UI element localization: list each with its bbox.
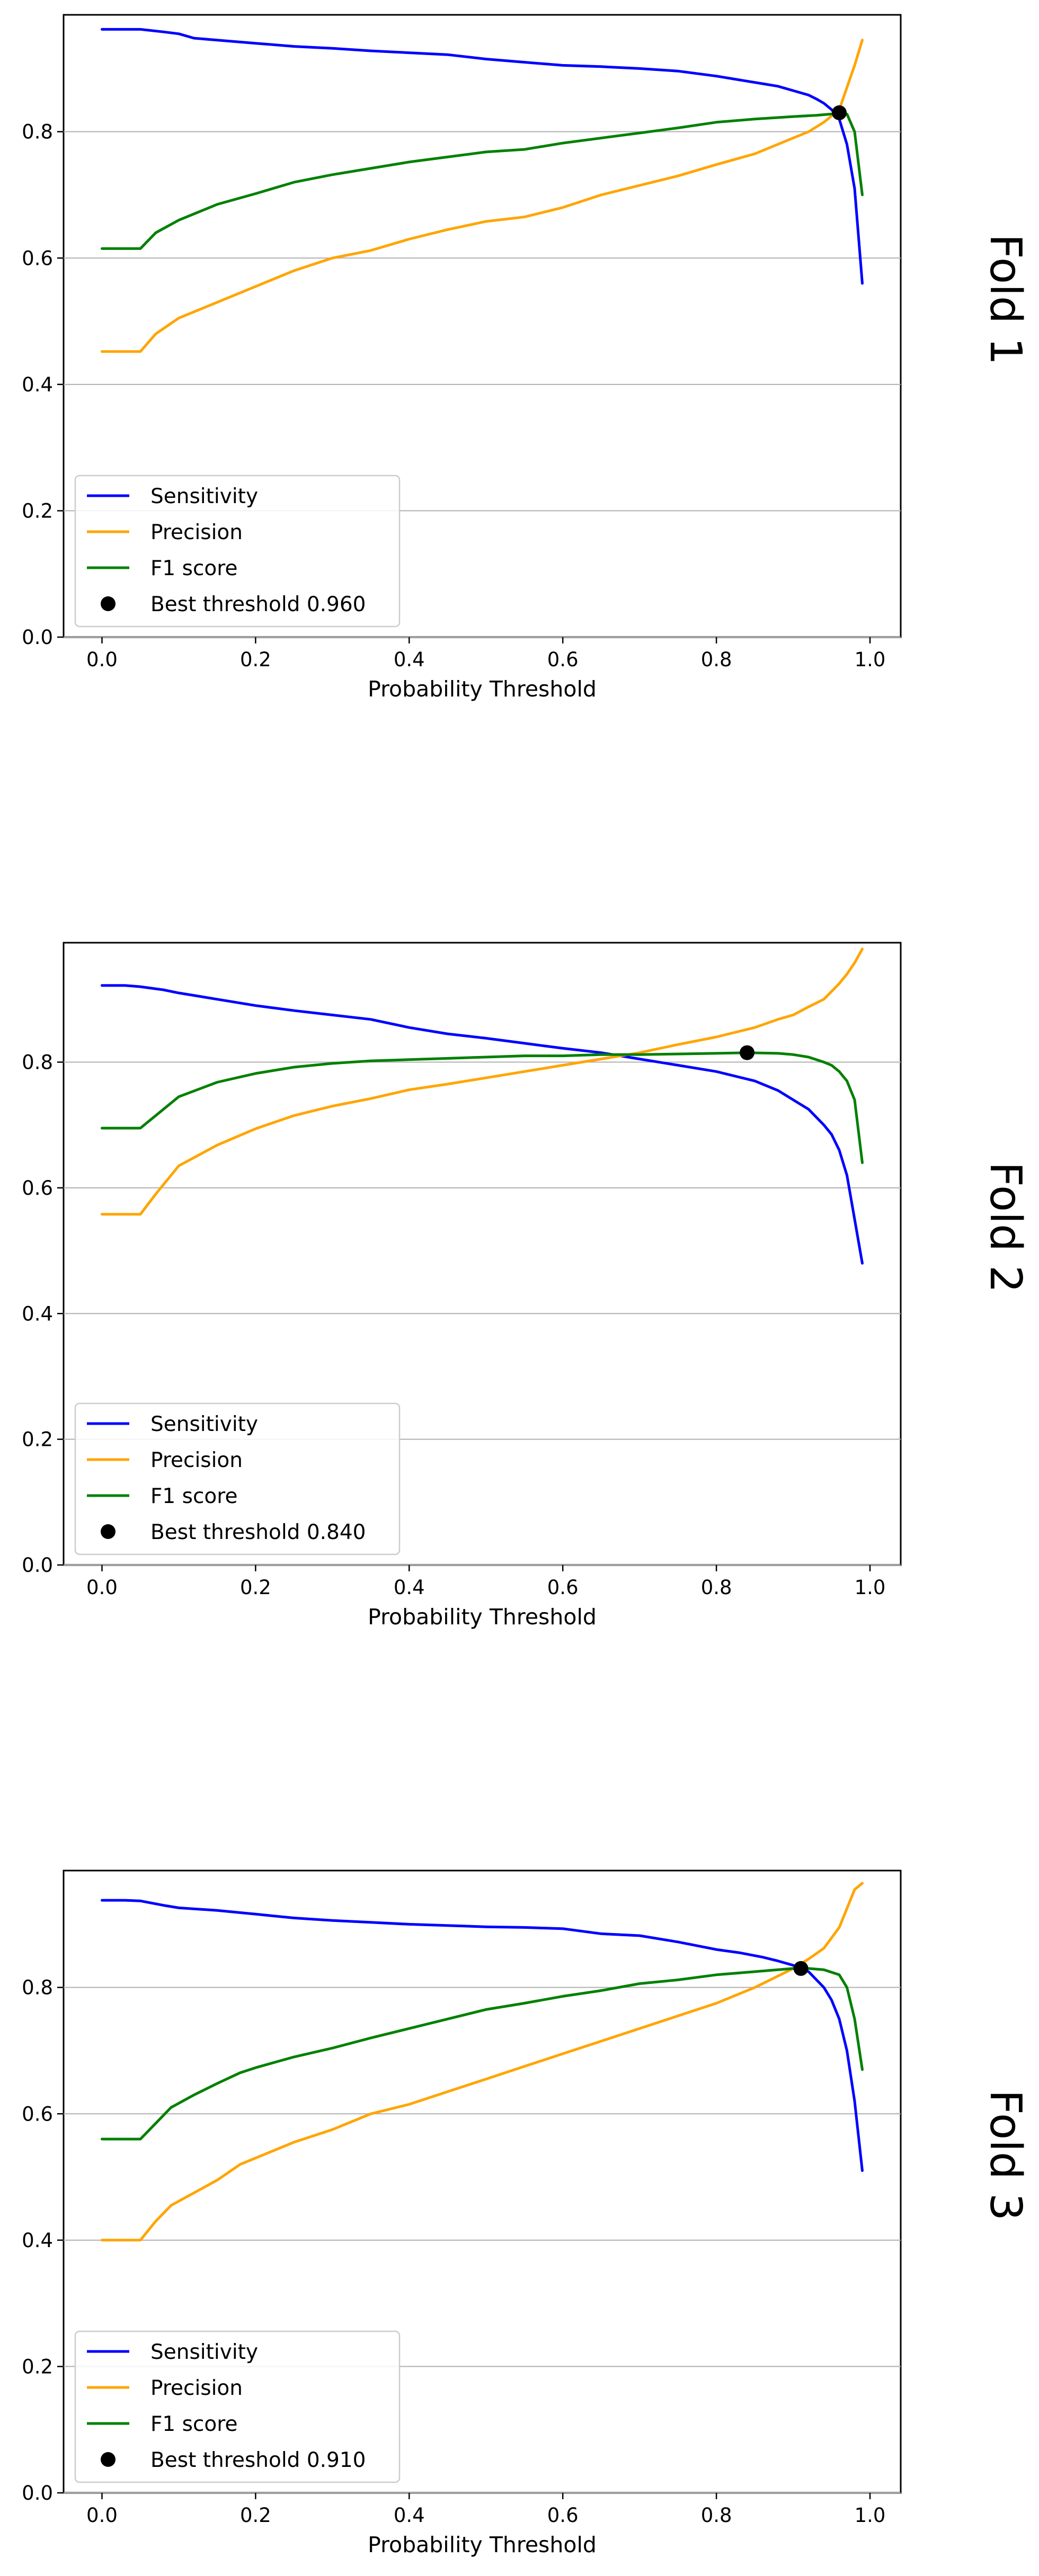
- y-tick-label: 0.6: [22, 247, 53, 270]
- series-lines: [101, 28, 864, 353]
- y-tick-label: 0.8: [22, 1051, 53, 1074]
- x-axis-label: Probability Threshold: [368, 2532, 597, 2557]
- legend-swatch-marker: [101, 596, 116, 611]
- y-tick-label: 0.2: [22, 1428, 53, 1451]
- legend-frame: [74, 475, 401, 628]
- y-axis-ticks: 0.0 0.2 0.4 0.6 0.8: [22, 1051, 64, 1577]
- legend-entry-label: Precision: [150, 2376, 243, 2400]
- x-tick-label: 0.6: [547, 2504, 579, 2527]
- y-tick-label: 0.0: [22, 626, 53, 649]
- legend-entry-label: F1 score: [150, 2412, 237, 2436]
- legend-swatch-marker: [101, 2452, 116, 2467]
- legend: Sensitivity Precision F1 score Best thresho…: [74, 1402, 401, 1555]
- x-axis-label: Probability Threshold: [368, 1604, 597, 1630]
- y-tick-label: 0.2: [22, 2355, 53, 2378]
- series-line-sensitivity: [101, 984, 864, 1265]
- x-axis-label: Probability Threshold: [368, 676, 597, 702]
- y-tick-label: 0.4: [22, 1302, 53, 1325]
- best-threshold-point: [832, 105, 847, 120]
- best-threshold-point: [793, 1961, 809, 1976]
- x-tick-label: 0.0: [86, 1576, 118, 1599]
- x-tick-label: 0.8: [701, 2504, 732, 2527]
- legend: Sensitivity Precision F1 score Best thresho…: [74, 475, 401, 628]
- best-threshold-marker: [832, 105, 847, 120]
- series-line-precision: [101, 39, 864, 353]
- x-tick-label: 1.0: [855, 1576, 886, 1599]
- y-axis-ticks: 0.0 0.2 0.4 0.6 0.8: [22, 1976, 64, 2505]
- series-line-sensitivity: [101, 28, 864, 285]
- x-tick-label: 0.2: [240, 2504, 271, 2527]
- y-axis-ticks: 0.0 0.2 0.4 0.6 0.8: [22, 121, 64, 649]
- legend-entry-label: Sensitivity: [150, 1412, 258, 1436]
- fold-label: Fold 1: [980, 234, 1031, 365]
- fold-label: Fold 2: [980, 1162, 1031, 1293]
- legend-frame: [74, 2330, 401, 2483]
- series-line-f1-score: [101, 1967, 864, 2141]
- best-threshold-marker: [793, 1961, 809, 1976]
- x-axis-ticks: 0.0 0.2 0.4 0.6 0.8 1.0: [86, 637, 885, 671]
- y-tick-label: 0.0: [22, 1554, 53, 1577]
- legend-entry-label: Best threshold 0.840: [150, 1520, 366, 1544]
- x-tick-label: 0.8: [701, 1576, 732, 1599]
- y-tick-label: 0.4: [22, 2229, 53, 2252]
- series-line-f1-score: [101, 111, 864, 250]
- y-tick-label: 0.6: [22, 1177, 53, 1200]
- y-tick-label: 0.8: [22, 1976, 53, 1999]
- legend-frame: [74, 1402, 401, 1555]
- legend-entry-label: Precision: [150, 1448, 243, 1472]
- x-tick-label: 0.2: [240, 648, 271, 671]
- y-tick-label: 0.8: [22, 121, 53, 144]
- legend-swatch-marker: [101, 1524, 116, 1539]
- fold-3-panel: 0.0 0.2 0.4 0.6 0.8 1.0 0.0 0.2 0.4 0.6 0.8 Proba…: [22, 1870, 1031, 2557]
- legend-entry-label: Sensitivity: [150, 485, 258, 508]
- x-axis-ticks: 0.0 0.2 0.4 0.6 0.8 1.0: [86, 2493, 885, 2527]
- y-tick-label: 0.4: [22, 373, 53, 396]
- fold-1-panel: 0.0 0.2 0.4 0.6 0.8 1.0 0.0 0.2 0.4 0.6 0.8 Proba…: [22, 14, 1031, 702]
- series-line-sensitivity: [101, 1899, 864, 2172]
- x-tick-label: 0.4: [394, 648, 425, 671]
- series-line-precision: [101, 1882, 864, 2242]
- series-line-precision: [101, 947, 864, 1216]
- y-tick-label: 0.0: [22, 2482, 53, 2505]
- x-tick-label: 1.0: [855, 648, 886, 671]
- fold-2-panel: 0.0 0.2 0.4 0.6 0.8 1.0 0.0 0.2 0.4 0.6 0.8 Proba…: [22, 942, 1031, 1630]
- series-lines: [101, 1882, 864, 2242]
- x-tick-label: 0.4: [394, 2504, 425, 2527]
- legend-entry-label: Precision: [150, 521, 243, 544]
- x-tick-label: 1.0: [855, 2504, 886, 2527]
- x-tick-label: 0.2: [240, 1576, 271, 1599]
- y-tick-label: 0.2: [22, 499, 53, 522]
- x-tick-label: 0.4: [394, 1576, 425, 1599]
- legend-entry-label: F1 score: [150, 557, 237, 580]
- x-tick-label: 0.6: [547, 648, 579, 671]
- fold-label: Fold 3: [980, 2090, 1031, 2221]
- best-threshold-marker: [740, 1045, 755, 1060]
- legend-entry-label: Best threshold 0.910: [150, 2448, 366, 2472]
- x-tick-label: 0.6: [547, 1576, 579, 1599]
- series-lines: [101, 947, 864, 1265]
- legend-entry-label: Best threshold 0.960: [150, 593, 366, 616]
- x-tick-label: 0.0: [86, 2504, 118, 2527]
- legend: Sensitivity Precision F1 score Best thresho…: [74, 2330, 401, 2483]
- series-line-f1-score: [101, 1051, 864, 1164]
- x-axis-ticks: 0.0 0.2 0.4 0.6 0.8 1.0: [86, 1565, 885, 1599]
- legend-entry-label: Sensitivity: [150, 2340, 258, 2364]
- x-tick-label: 0.8: [701, 648, 732, 671]
- y-tick-label: 0.6: [22, 2103, 53, 2125]
- legend-entry-label: F1 score: [150, 1484, 237, 1508]
- x-tick-label: 0.0: [86, 648, 118, 671]
- best-threshold-point: [740, 1045, 755, 1060]
